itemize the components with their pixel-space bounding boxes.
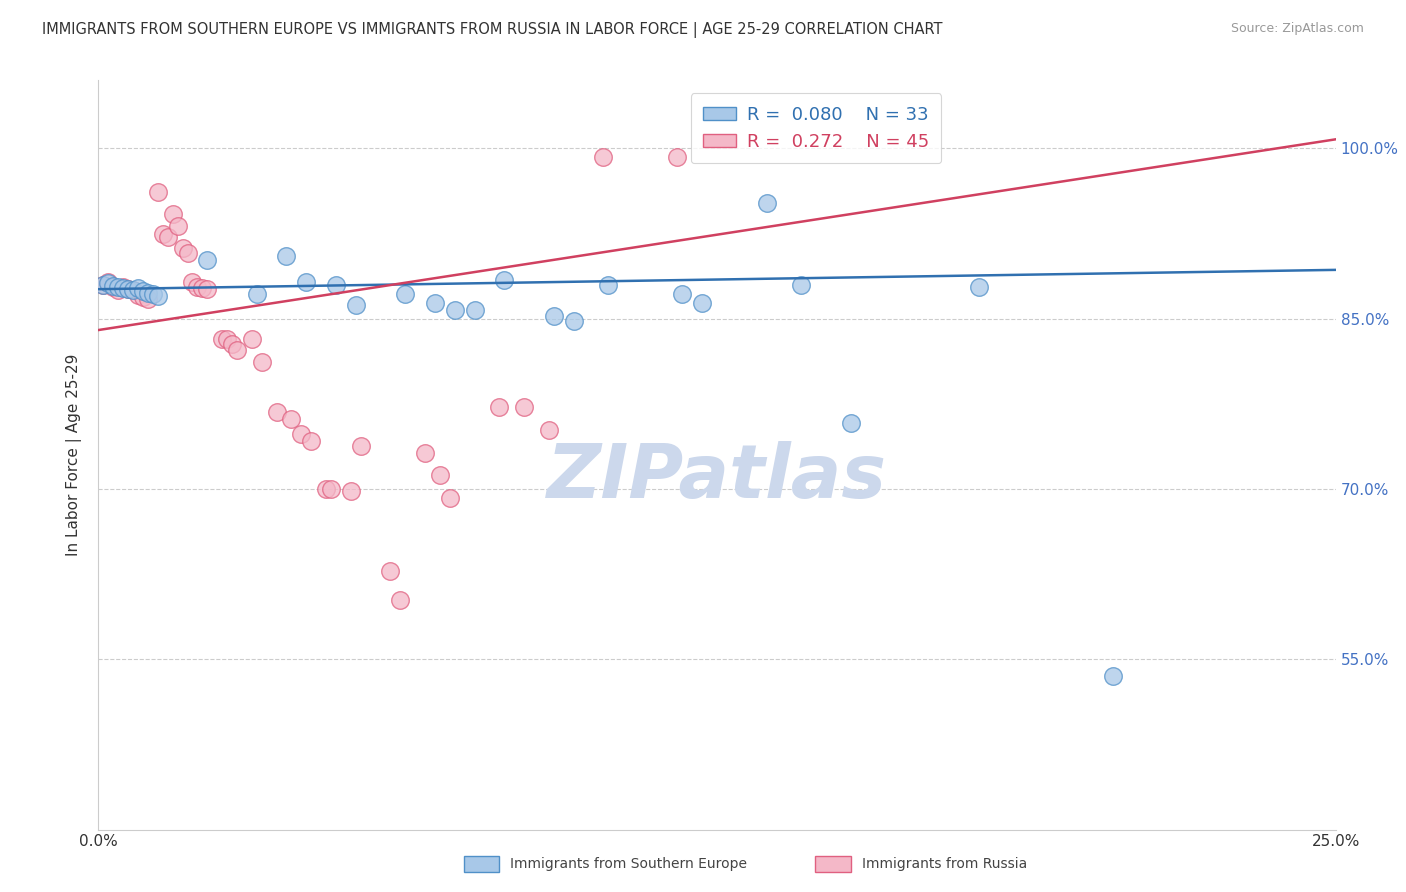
Point <box>136 293 159 307</box>
Point <box>117 282 139 296</box>
Point <box>543 310 565 324</box>
Point <box>969 280 991 294</box>
Point <box>246 286 269 301</box>
Point <box>226 343 249 358</box>
Legend: R =  0.080    N = 33, R =  0.272    N = 45: R = 0.080 N = 33, R = 0.272 N = 45 <box>690 93 942 163</box>
Point <box>443 302 465 317</box>
Point <box>299 434 322 449</box>
Point <box>413 445 436 459</box>
Point <box>181 276 204 290</box>
Point <box>464 302 486 317</box>
Point <box>690 295 713 310</box>
Point <box>112 280 135 294</box>
Point <box>107 280 129 294</box>
Point <box>429 468 451 483</box>
Point <box>132 290 155 304</box>
Point <box>666 151 689 165</box>
Point <box>537 423 560 437</box>
Point <box>172 241 194 255</box>
Point <box>93 277 115 292</box>
Point <box>280 411 302 425</box>
Point <box>276 249 298 263</box>
Point <box>592 151 614 165</box>
Point <box>176 245 198 260</box>
Point <box>127 281 149 295</box>
Point <box>380 564 402 578</box>
Point <box>142 286 165 301</box>
Y-axis label: In Labor Force | Age 25-29: In Labor Force | Age 25-29 <box>66 354 83 556</box>
Point <box>107 283 129 297</box>
Text: ZIPatlas: ZIPatlas <box>547 441 887 514</box>
Point <box>152 227 174 241</box>
Point <box>211 332 233 346</box>
Point <box>389 593 412 607</box>
Point <box>136 285 159 300</box>
Point <box>97 277 120 291</box>
Point <box>166 219 188 233</box>
Point <box>423 295 446 310</box>
Point <box>122 283 145 297</box>
Point <box>117 282 139 296</box>
Point <box>266 405 288 419</box>
Text: Immigrants from Southern Europe: Immigrants from Southern Europe <box>510 857 748 871</box>
Point <box>162 207 184 221</box>
Point <box>290 427 312 442</box>
Point <box>562 314 585 328</box>
Point <box>1102 669 1125 683</box>
Point <box>315 482 337 496</box>
Text: Immigrants from Russia: Immigrants from Russia <box>862 857 1028 871</box>
Point <box>513 401 536 415</box>
Point <box>132 285 155 299</box>
Point <box>217 332 239 346</box>
Point <box>488 401 510 415</box>
Point <box>195 252 218 267</box>
Point <box>319 482 342 496</box>
Point <box>112 281 135 295</box>
Point <box>340 484 363 499</box>
Point <box>790 277 813 292</box>
Point <box>250 355 273 369</box>
Point <box>325 277 347 292</box>
Point <box>671 286 693 301</box>
Point <box>755 195 778 210</box>
Point <box>839 416 862 430</box>
Point <box>295 276 318 290</box>
Point <box>156 230 179 244</box>
Point <box>394 286 416 301</box>
Point <box>195 282 218 296</box>
Point <box>127 288 149 302</box>
Point <box>97 276 120 290</box>
Point <box>221 336 243 351</box>
Point <box>146 289 169 303</box>
Point <box>439 491 461 505</box>
Point <box>598 277 620 292</box>
Point <box>103 278 125 293</box>
Point <box>146 185 169 199</box>
Text: IMMIGRANTS FROM SOUTHERN EUROPE VS IMMIGRANTS FROM RUSSIA IN LABOR FORCE | AGE 2: IMMIGRANTS FROM SOUTHERN EUROPE VS IMMIG… <box>42 22 942 38</box>
Point <box>240 332 263 346</box>
Point <box>186 280 208 294</box>
Point <box>93 277 115 292</box>
Point <box>350 439 373 453</box>
Point <box>191 281 214 295</box>
Text: Source: ZipAtlas.com: Source: ZipAtlas.com <box>1230 22 1364 36</box>
Point <box>494 273 516 287</box>
Point <box>122 283 145 297</box>
Point <box>344 298 367 312</box>
Point <box>103 280 125 294</box>
